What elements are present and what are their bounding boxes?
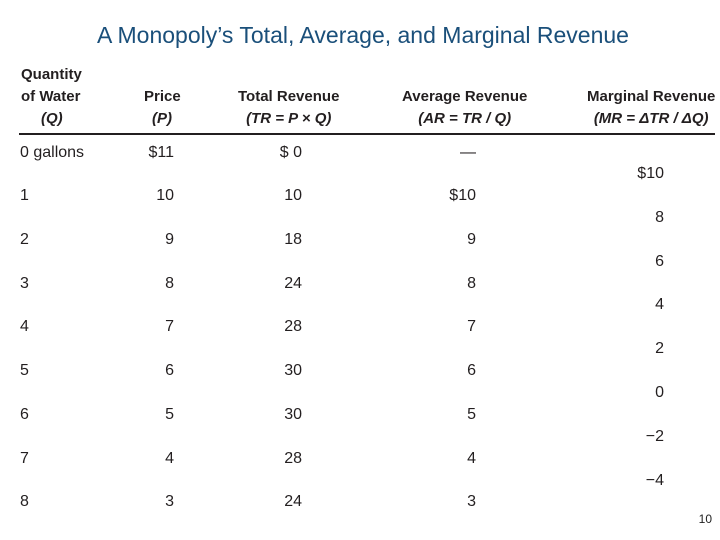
header-quantity: Quantity of Water (Q) <box>21 64 82 130</box>
header-total-revenue: Total Revenue (TR = P × Q) <box>238 86 339 130</box>
header-average-revenue-line1: Average Revenue <box>402 88 528 105</box>
table-cell-price: 3 <box>165 493 174 510</box>
table-cell-average-revenue: 9 <box>467 231 476 248</box>
table-cell-price: 5 <box>165 406 174 423</box>
marginal-revenue-value: −4 <box>645 472 664 489</box>
header-average-revenue-line2: (AR = TR / Q) <box>418 110 512 127</box>
header-quantity-line2: of Water <box>21 88 81 105</box>
header-quantity-line1: Quantity <box>21 66 82 83</box>
marginal-revenue-value: 2 <box>655 340 664 357</box>
table-cell-total-revenue: 10 <box>284 187 302 204</box>
header-total-revenue-line1: Total Revenue <box>238 88 340 105</box>
table-cell-quantity: 3 <box>20 275 29 292</box>
marginal-revenue-value: 4 <box>655 296 664 313</box>
header-marginal-revenue-line1: Marginal Revenue <box>587 88 716 105</box>
table-cell-average-revenue: $10 <box>449 187 476 204</box>
table-cell-quantity: 5 <box>20 362 29 379</box>
header-price: Price (P) <box>144 86 181 130</box>
table-cell-average-revenue: 8 <box>467 275 476 292</box>
table-cell-total-revenue: 30 <box>284 362 302 379</box>
table-cell-average-revenue: — <box>460 144 476 161</box>
marginal-revenue-value: 8 <box>655 209 664 226</box>
table-cell-price: 8 <box>165 275 174 292</box>
table-cell-average-revenue: 4 <box>467 450 476 467</box>
header-average-revenue: Average Revenue (AR = TR / Q) <box>402 86 527 130</box>
marginal-revenue-value: 0 <box>655 384 664 401</box>
table-cell-average-revenue: 6 <box>467 362 476 379</box>
header-total-revenue-line2: (TR = P × Q) <box>246 110 332 127</box>
table-cell-average-revenue: 7 <box>467 318 476 335</box>
table-cell-price: 6 <box>165 362 174 379</box>
header-marginal-revenue: Marginal Revenue (MR = ΔTR / ΔQ) <box>587 86 715 130</box>
table-cell-price: 4 <box>165 450 174 467</box>
table-cell-average-revenue: 3 <box>467 493 476 510</box>
header-marginal-revenue-line2: (MR = ΔTR / ΔQ) <box>593 110 709 127</box>
table-cell-total-revenue: 28 <box>284 318 302 335</box>
header-quantity-line3: (Q) <box>41 110 63 127</box>
table-cell-price: 7 <box>165 318 174 335</box>
table-cell-price: 10 <box>156 187 174 204</box>
table-cell-quantity: 4 <box>20 318 29 335</box>
table-cell-quantity: 8 <box>20 493 29 510</box>
marginal-revenue-value: 6 <box>655 253 664 270</box>
table-cell-total-revenue: 24 <box>284 493 302 510</box>
table-cell-total-revenue: 28 <box>284 450 302 467</box>
table-cell-average-revenue: 5 <box>467 406 476 423</box>
marginal-revenue-value: $10 <box>637 165 664 182</box>
table-cell-quantity: 2 <box>20 231 29 248</box>
table-cell-price: 9 <box>165 231 174 248</box>
table-cell-quantity: 1 <box>20 187 29 204</box>
table-cell-total-revenue: 24 <box>284 275 302 292</box>
table-cell-quantity: 6 <box>20 406 29 423</box>
table-cell-total-revenue: 18 <box>284 231 302 248</box>
page-number: 10 <box>698 512 712 526</box>
slide-title: A Monopoly’s Total, Average, and Margina… <box>97 22 629 48</box>
table-cell-quantity: 7 <box>20 450 29 467</box>
table-cell-total-revenue: 30 <box>284 406 302 423</box>
table-cell-quantity: 0 gallons <box>20 144 85 161</box>
table-cell-price: $11 <box>148 144 174 161</box>
table-cell-total-revenue: $ 0 <box>279 144 302 161</box>
marginal-revenue-value: −2 <box>645 428 664 445</box>
header-price-line1: Price <box>144 88 181 105</box>
header-price-line2: (P) <box>152 110 172 127</box>
header-divider <box>19 133 715 135</box>
